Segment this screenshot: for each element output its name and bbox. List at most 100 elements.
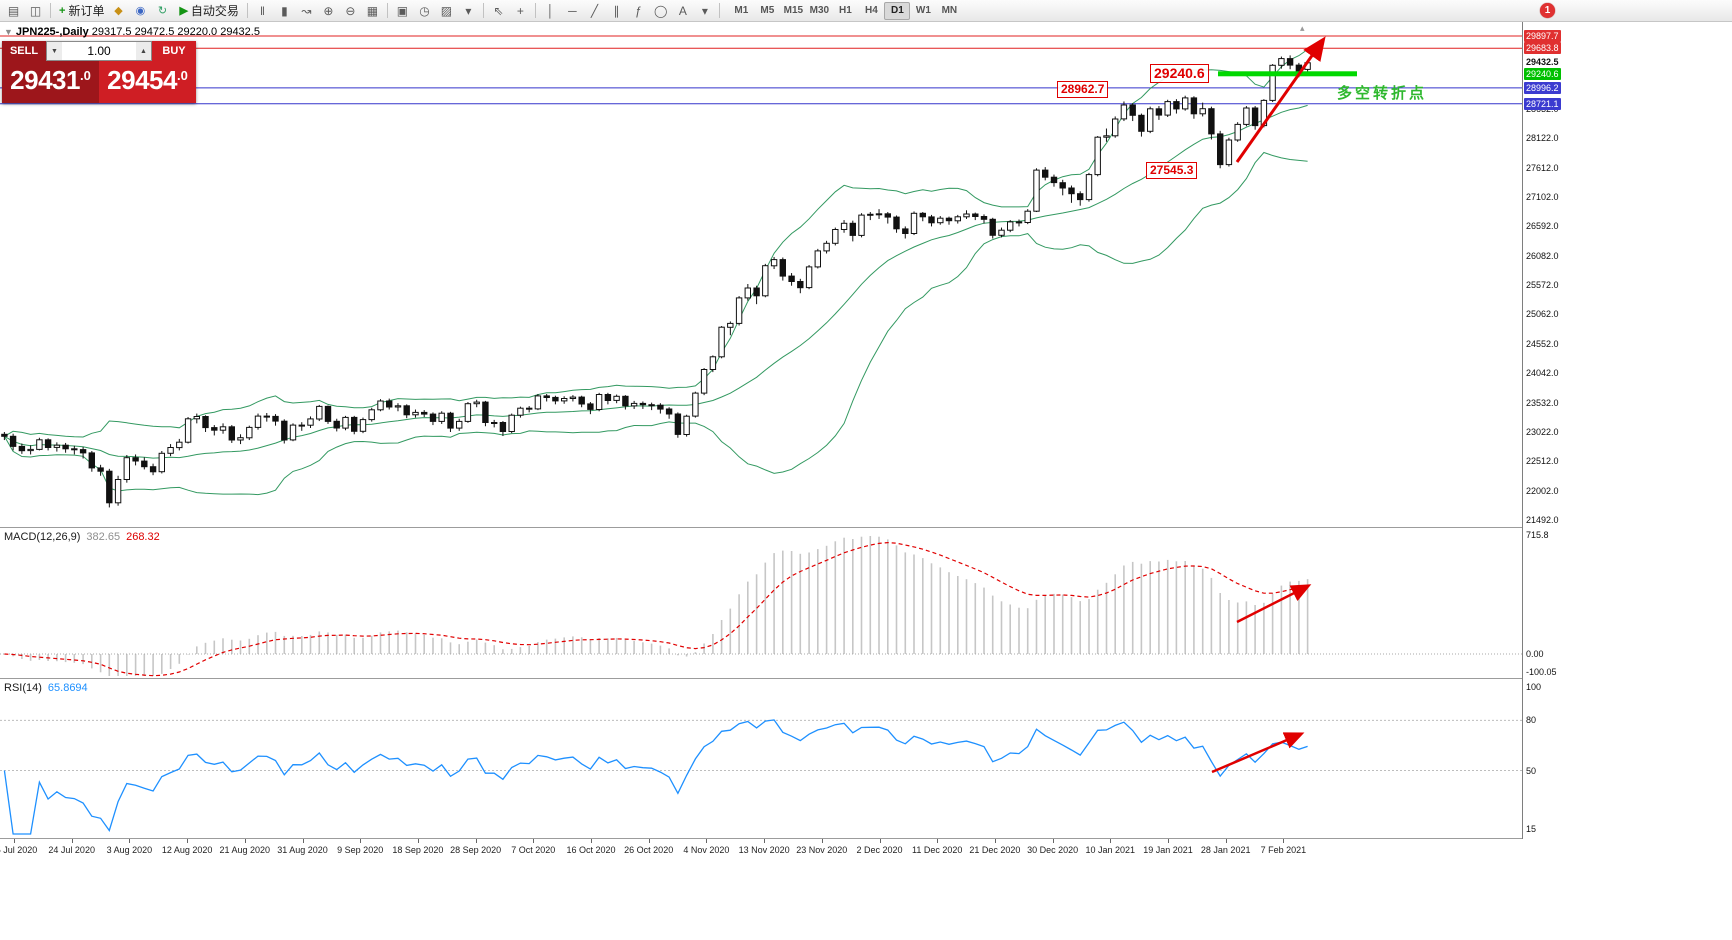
line-chart-icon[interactable]: ↝ [296, 1, 317, 20]
turning-point-text[interactable]: 多空转折点 [1337, 85, 1428, 102]
rsi-scale-label: 50 [1526, 765, 1537, 776]
buy-button[interactable]: BUY [152, 41, 196, 61]
time-tick [1052, 839, 1054, 843]
timeframe-button-m5[interactable]: M5 [754, 2, 780, 20]
timeframe-button-h4[interactable]: H4 [858, 2, 884, 20]
market-watch-icon[interactable]: ◆ [109, 1, 130, 20]
horizontal-line-icon[interactable]: ─ [562, 1, 583, 20]
indicators-icon[interactable]: ▦ [362, 1, 383, 20]
timeframe-button-mn[interactable]: MN [936, 2, 962, 20]
crosshair-icon[interactable]: + [510, 1, 531, 20]
new-order-button[interactable]: + 新订单 [55, 1, 108, 20]
time-tick [764, 839, 766, 843]
channel-icon[interactable]: ∥ [606, 1, 627, 20]
profiles-icon[interactable]: ◫ [25, 1, 46, 20]
buy-price-main: 29454 [107, 65, 177, 95]
time-tick [1168, 839, 1169, 843]
panel-separator[interactable] [0, 527, 1570, 528]
volume-down-button[interactable]: ▼ [47, 42, 62, 60]
time-axis-label: 31 Aug 2020 [277, 845, 328, 855]
time-axis-label: 26 Oct 2020 [624, 845, 674, 855]
time-tick [1110, 839, 1112, 843]
volume-input[interactable]: 1.00 [87, 44, 111, 58]
price-scale-label: 26592.0 [1526, 221, 1559, 232]
timeframe-button-d1[interactable]: D1 [884, 1, 911, 20]
price-scale[interactable]: 28632.028122.027612.027102.026592.026082… [1522, 22, 1570, 839]
toolbar-separator [719, 3, 721, 18]
buy-price[interactable]: 29454.0 [99, 61, 196, 103]
time-axis[interactable]: 15 Jul 2020 24 Jul 2020 3 Aug 2020 12 Aug 2… [0, 839, 1570, 860]
toolbar-separator [534, 3, 536, 18]
macd-trend-arrow [1236, 584, 1312, 624]
timeframe-button-m15[interactable]: M15 [780, 2, 806, 20]
candlestick-icon[interactable]: ▮ [274, 1, 295, 20]
time-axis-label: 3 Aug 2020 [106, 845, 153, 855]
bar-chart-icon[interactable]: ‖ [252, 1, 273, 20]
time-tick [994, 839, 996, 843]
panel-separator[interactable] [0, 678, 1570, 679]
cursor-icon[interactable]: ⇖ [488, 1, 509, 20]
zoom-out-icon[interactable]: ⊖ [340, 1, 361, 20]
fibonacci-icon[interactable]: ƒ [628, 1, 649, 20]
rsi-scale-label: 100 [1526, 682, 1542, 692]
time-tick [591, 839, 592, 843]
time-tick [417, 839, 419, 843]
volume-up-button[interactable]: ▲ [136, 42, 151, 60]
price-tag: 29432.5 [1526, 56, 1559, 67]
auto-trading-button[interactable]: ▶ 自动交易 [175, 1, 242, 20]
price-chart-canvas[interactable] [0, 22, 1522, 527]
strategy-tester-icon[interactable]: ◷ [414, 1, 435, 20]
price-tag: 29897.7 [1524, 29, 1561, 42]
data-window-icon[interactable]: ◉ [131, 1, 152, 20]
vertical-line-icon[interactable]: │ [540, 1, 561, 20]
timeframe-button-m1[interactable]: M1 [728, 2, 754, 20]
trendline-icon[interactable]: ╱ [584, 1, 605, 20]
timeframe-button-m30[interactable]: M30 [806, 2, 832, 20]
arrows-tool-icon[interactable]: ▾ [694, 1, 715, 20]
time-tick [187, 839, 189, 843]
refresh-icon: ↻ [157, 5, 168, 17]
sell-price[interactable]: 29431.0 [2, 61, 99, 103]
time-tick [71, 839, 73, 843]
price-scale-label: 25062.0 [1526, 309, 1559, 320]
price-chart-panel[interactable]: ▼ JPN225-,Daily 29317.5 29472.5 29220.0 2… [0, 22, 1522, 527]
green-level-segment [1218, 71, 1357, 77]
rsi-panel[interactable]: RSI(14) 65.8694 [0, 679, 1522, 838]
time-tick [14, 839, 15, 843]
resistance-price-label-2[interactable]: 28962.7 [1057, 80, 1109, 98]
support-price-label[interactable]: 27545.3 [1146, 162, 1198, 180]
rsi-line [3, 719, 1308, 835]
navigator-icon[interactable]: ↻ [153, 1, 174, 20]
time-tick [879, 839, 881, 843]
time-tick [244, 839, 246, 843]
macd-scale-label: 715.8 [1526, 530, 1549, 540]
time-tick [821, 839, 823, 843]
macd-canvas[interactable] [0, 528, 1522, 678]
rsi-label: RSI(14) 65.8694 [4, 682, 88, 694]
notification-badge[interactable]: 1 [1540, 3, 1555, 18]
macd-panel[interactable]: MACD(12,26,9) 382.65 268.32 [0, 528, 1522, 678]
time-axis-label: 28 Jan 2021 [1200, 845, 1251, 855]
macd-signal-line [4, 541, 1308, 677]
tile-windows-icon[interactable]: ▣ [392, 1, 413, 20]
resistance-price-label[interactable]: 29240.6 [1150, 63, 1209, 83]
buy-price-frac: .0 [176, 68, 188, 83]
price-tag: 28996.2 [1524, 81, 1561, 94]
time-tick [648, 839, 650, 843]
time-axis-label: 21 Aug 2020 [219, 845, 271, 855]
new-chart-icon[interactable]: ▤ [3, 1, 24, 20]
timeframe-button-w1[interactable]: W1 [910, 2, 936, 20]
rsi-canvas[interactable] [0, 679, 1522, 838]
bb-lower [3, 151, 1308, 496]
sell-button[interactable]: SELL [2, 41, 46, 61]
timeframe-button-h1[interactable]: H1 [832, 2, 858, 20]
time-axis-label: 2 Dec 2020 [856, 845, 903, 855]
time-axis-label: 13 Nov 2020 [738, 845, 790, 855]
ellipse-icon[interactable]: ◯ [650, 1, 671, 20]
templates-dropdown-icon[interactable]: ▾ [458, 1, 479, 20]
text-tool-icon[interactable]: A [672, 1, 693, 20]
zoom-in-icon[interactable]: ⊕ [318, 1, 339, 20]
macd-signal-value: 268.32 [126, 531, 160, 543]
toolbar-separator [246, 3, 248, 18]
templates-icon[interactable]: ▨ [436, 1, 457, 20]
